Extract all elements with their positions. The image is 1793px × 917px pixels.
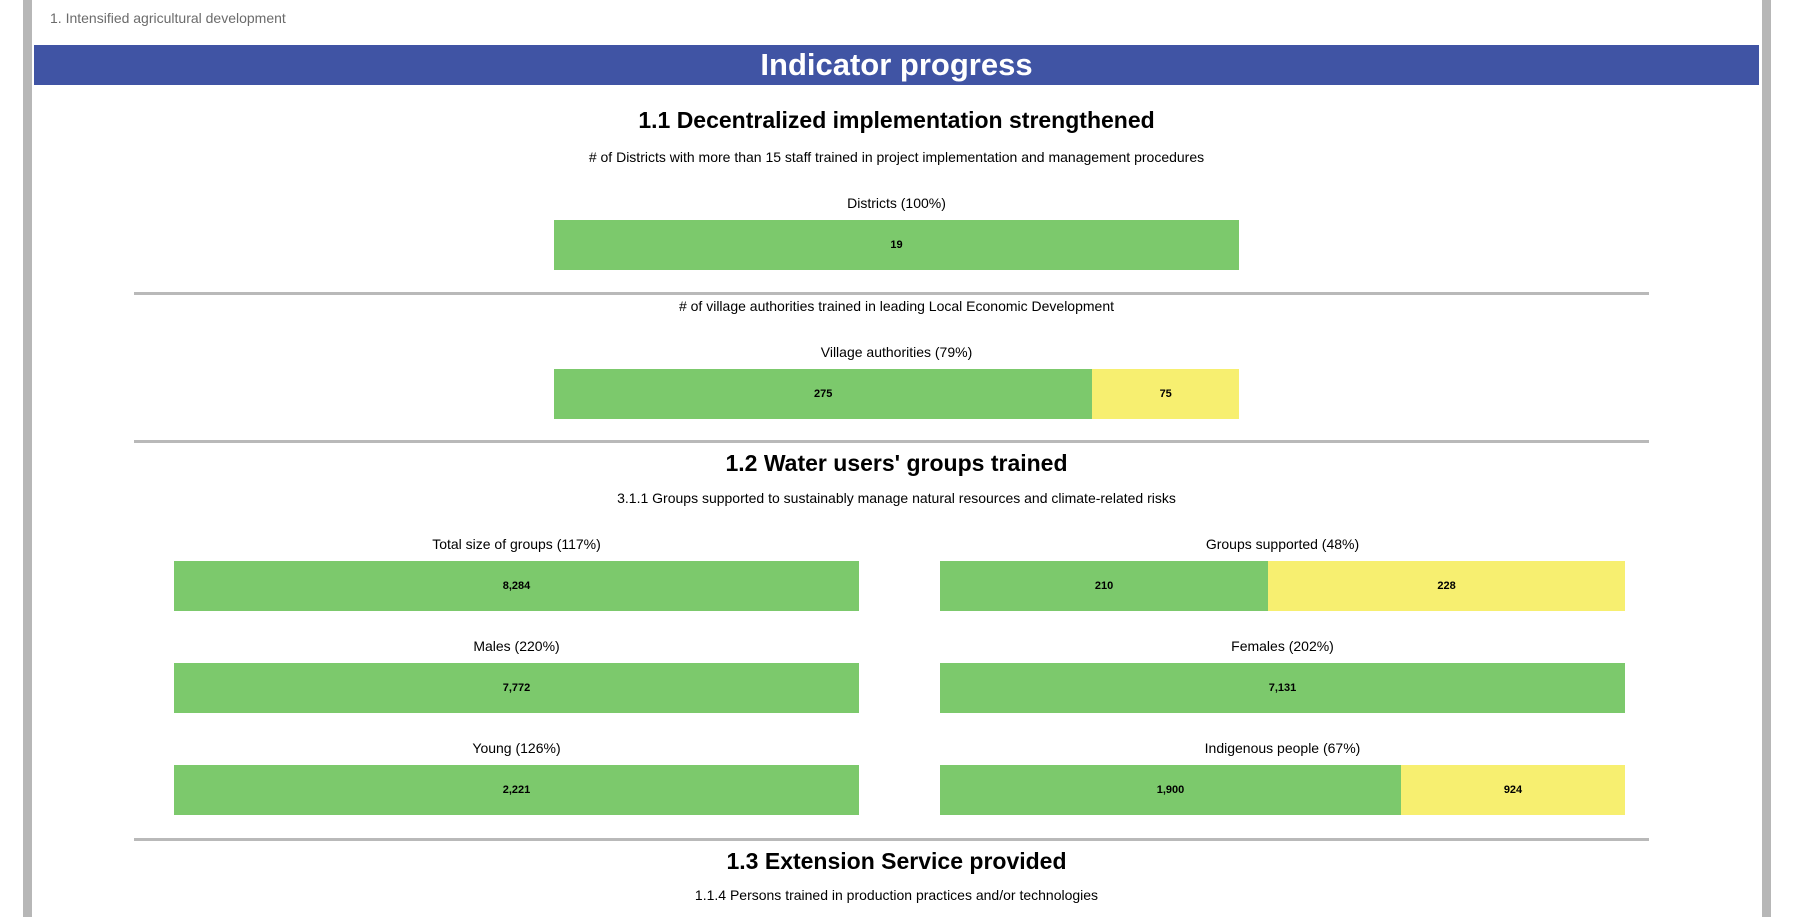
bar-achieved-segment: 8,284 (174, 561, 859, 611)
progress-bar-males: 7,772 (174, 663, 859, 713)
divider (134, 838, 1649, 841)
bar-achieved-segment: 275 (554, 369, 1093, 419)
bar-achieved-segment: 2,221 (174, 765, 859, 815)
bar-achieved-segment: 1,900 (940, 765, 1401, 815)
progress-bar-districts: 19 (554, 220, 1239, 270)
progress-bar-indigenous-people: 1,900 924 (940, 765, 1625, 815)
bar-label-districts: Districts (100%) (847, 195, 946, 211)
breadcrumb[interactable]: 1. Intensified agricultural development (50, 10, 286, 26)
bar-remaining-segment: 228 (1268, 561, 1625, 611)
page-title-banner: Indicator progress (34, 45, 1759, 85)
progress-bar-groups-supported: 210 228 (940, 561, 1625, 611)
bar-label-young: Young (126%) (472, 740, 561, 756)
bar-achieved-segment: 7,772 (174, 663, 859, 713)
right-scroll-border (1762, 0, 1771, 917)
indicator-subtitle: # of village authorities trained in lead… (678, 298, 1115, 314)
section-title-1-1: 1.1 Decentralized implementation strengt… (638, 107, 1155, 133)
indicator-subtitle: # of Districts with more than 15 staff t… (588, 149, 1205, 165)
divider (134, 292, 1649, 295)
bar-remaining-segment: 924 (1401, 765, 1625, 815)
section-title-1-2: 1.2 Water users' groups trained (725, 450, 1068, 476)
bar-label-males: Males (220%) (473, 638, 560, 654)
progress-bar-young: 2,221 (174, 765, 859, 815)
section-title-1-3: 1.3 Extension Service provided (726, 848, 1067, 874)
bar-label-females: Females (202%) (1231, 638, 1334, 654)
progress-bar-village-authorities: 275 75 (554, 369, 1239, 419)
indicator-subtitle: 3.1.1 Groups supported to sustainably ma… (617, 490, 1176, 506)
left-scroll-border (23, 0, 32, 917)
bar-label-groups-supported: Groups supported (48%) (1205, 536, 1360, 552)
bar-achieved-segment: 210 (940, 561, 1269, 611)
progress-bar-total-size-of-groups: 8,284 (174, 561, 859, 611)
bar-label-indigenous-people: Indigenous people (67%) (1204, 740, 1361, 756)
progress-bar-females: 7,131 (940, 663, 1625, 713)
bar-achieved-segment: 7,131 (940, 663, 1625, 713)
bar-achieved-segment: 19 (554, 220, 1239, 270)
bar-remaining-segment: 75 (1092, 369, 1239, 419)
divider (134, 440, 1649, 443)
bar-label-total-size-of-groups: Total size of groups (117%) (432, 536, 601, 552)
indicator-subtitle: 1.1.4 Persons trained in production prac… (694, 887, 1099, 903)
bar-label-village-authorities: Village authorities (79%) (820, 344, 973, 360)
